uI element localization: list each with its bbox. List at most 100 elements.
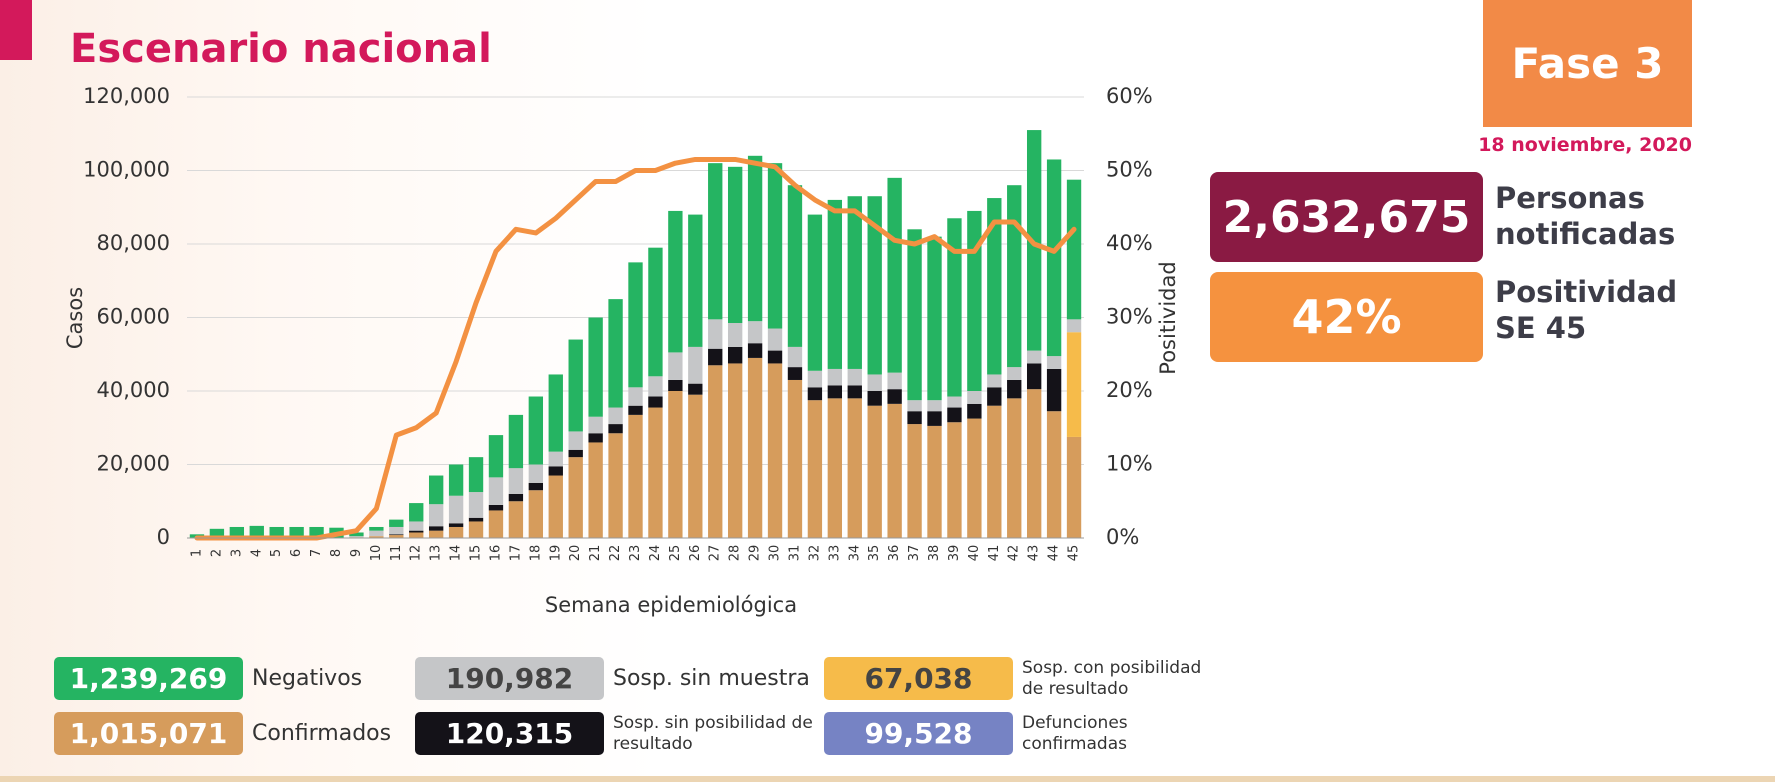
legend-total: 190,982 (415, 657, 604, 700)
bar-segment (927, 400, 942, 412)
x-tick-label: 26 (688, 545, 703, 562)
bar-segment (488, 504, 504, 511)
bar-segment (827, 385, 843, 399)
bar-segment (369, 526, 384, 531)
bar-segment (987, 387, 1002, 406)
bar-segment (389, 534, 404, 536)
bar-segment (309, 526, 324, 538)
x-tick-label: 33 (827, 545, 842, 562)
bar-segment (528, 490, 544, 538)
x-tick-label: 17 (508, 545, 523, 562)
bar-segment (369, 530, 384, 537)
x-tick-label: 30 (768, 545, 783, 562)
bar-segment (409, 521, 424, 531)
bar-segment (708, 348, 723, 366)
bar-segment (568, 457, 583, 538)
bar-segment (648, 376, 663, 397)
bar-segment (209, 528, 225, 538)
bar-segment (588, 433, 603, 443)
bar-segment (488, 477, 504, 505)
bar-segment (708, 163, 723, 320)
bar-segment (428, 530, 444, 538)
x-tick-label: 28 (728, 545, 743, 562)
bar-segment (548, 374, 563, 452)
legend-label: Sosp. con posibilidad de resultado (1022, 657, 1202, 699)
bar-segment (787, 346, 803, 368)
bar-segment (548, 451, 563, 467)
bar-segment (648, 247, 663, 377)
bar-segment (807, 387, 823, 401)
y-tick-label: 40,000 (97, 378, 170, 402)
bar-segment (767, 328, 783, 351)
bar-segment (1066, 436, 1082, 538)
x-tick-label: 41 (987, 545, 1002, 562)
bar-segment (727, 346, 743, 364)
bar-segment (668, 352, 683, 380)
x-tick-label: 15 (469, 545, 484, 562)
x-tick-label: 16 (488, 545, 503, 562)
x-tick-label: 44 (1047, 545, 1062, 562)
x-tick-label: 36 (887, 545, 902, 562)
x-tick-label: 3 (229, 549, 244, 557)
legend-total: 1,239,269 (54, 657, 243, 700)
bar-segment (907, 400, 922, 412)
bar-segment (289, 526, 304, 538)
bar-segment (548, 475, 563, 538)
y2-axis-label: Positividad (1156, 261, 1180, 374)
bar-segment (528, 464, 544, 483)
bar-segment (349, 532, 364, 537)
x-tick-label: 42 (1007, 545, 1022, 562)
x-tick-label: 43 (1027, 545, 1042, 562)
accent-bar (0, 0, 32, 60)
bar-segment (847, 398, 862, 538)
x-tick-label: 39 (947, 545, 962, 562)
bar-segment (1066, 332, 1082, 437)
y-tick-label: 120,000 (83, 84, 170, 108)
bar-segment (668, 391, 683, 538)
bar-segment (927, 236, 942, 401)
bar-segment (1046, 411, 1062, 538)
bar-segment (1007, 379, 1022, 399)
x-tick-label: 7 (309, 549, 324, 557)
bar-segment (708, 365, 723, 538)
x-tick-label: 31 (787, 545, 802, 562)
phase: Fase 3 (1483, 0, 1692, 127)
date: 18 noviembre, 2020 (1478, 134, 1692, 156)
bar-segment (747, 343, 763, 358)
bar-segment (767, 363, 783, 538)
bar-segment (727, 323, 743, 347)
bar-segment (927, 425, 942, 538)
bar-segment (428, 526, 444, 531)
bar-segment (767, 163, 783, 329)
x-tick-label: 11 (389, 545, 404, 562)
bar-segment (468, 492, 484, 518)
bar-segment (887, 403, 902, 538)
bar-segment (1007, 398, 1022, 538)
bar-segment (668, 379, 683, 391)
x-tick-label: 27 (708, 545, 723, 562)
x-tick-label: 24 (648, 545, 663, 562)
x-tick-label: 32 (807, 545, 822, 562)
bar-segment (648, 407, 663, 538)
bar-segment (409, 532, 424, 538)
x-tick-label: 14 (449, 545, 464, 562)
bar-segment (867, 391, 882, 406)
bar-segment (947, 396, 962, 408)
y2-tick-label: 50% (1106, 158, 1153, 182)
x-tick-label: 37 (907, 545, 922, 562)
bar-segment (807, 214, 823, 371)
bar-segment (369, 536, 384, 538)
bar-segment (1026, 350, 1042, 364)
bar-segment (448, 495, 464, 524)
legend-total: 67,038 (824, 657, 1013, 700)
x-axis-label: Semana epidemiológica (545, 593, 797, 617)
positivity-label: Positividad SE 45 (1495, 275, 1678, 345)
bar-segment (947, 407, 962, 423)
y2-tick-label: 60% (1106, 84, 1153, 108)
bar-segment (827, 398, 843, 538)
bar-segment (628, 405, 643, 415)
legend-total: 99,528 (824, 712, 1013, 755)
bar-segment (967, 403, 982, 419)
